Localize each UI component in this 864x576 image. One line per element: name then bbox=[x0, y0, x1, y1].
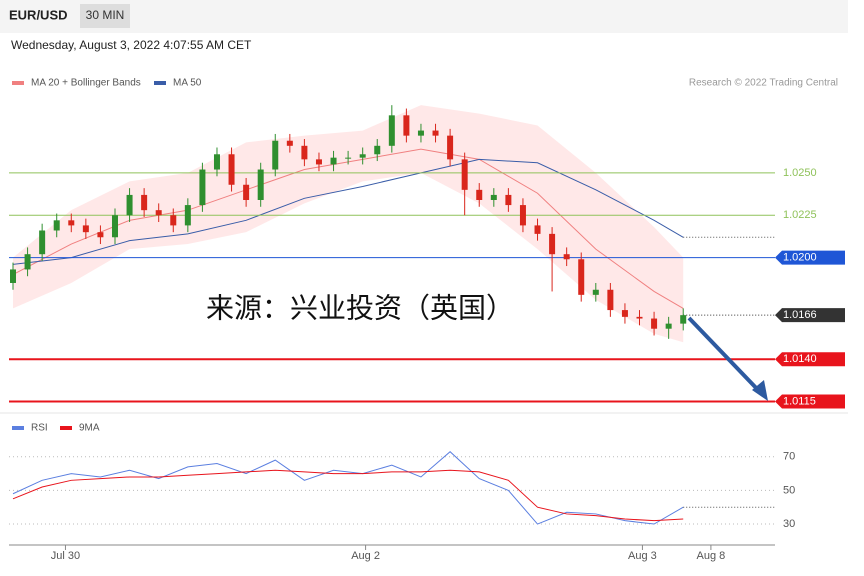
candle-body bbox=[403, 115, 410, 136]
legend-swatch bbox=[12, 426, 24, 430]
watermark: 来源：兴业投资（英国） bbox=[206, 292, 514, 323]
symbol: EUR/USD bbox=[9, 7, 68, 22]
level-box bbox=[775, 394, 845, 409]
candle-body bbox=[505, 194, 512, 206]
candle-body bbox=[53, 220, 60, 231]
candle-body bbox=[170, 215, 177, 226]
candle-body bbox=[301, 145, 308, 160]
legend-label: MA 20 + Bollinger Bands bbox=[31, 78, 141, 89]
candle-body bbox=[388, 115, 395, 146]
candle-body bbox=[359, 154, 366, 158]
candle-body bbox=[680, 315, 687, 324]
candle-body bbox=[417, 130, 424, 136]
x-tick-label: Jul 30 bbox=[51, 550, 80, 562]
candle-body bbox=[432, 130, 439, 136]
candle-body bbox=[39, 230, 46, 255]
candle-body bbox=[82, 225, 89, 233]
level-label: 1.0250 bbox=[783, 167, 817, 179]
candle-body bbox=[97, 232, 104, 238]
rsi-line bbox=[12, 469, 684, 522]
candle-body bbox=[126, 194, 133, 216]
legend-label: MA 50 bbox=[173, 78, 202, 89]
candle-body bbox=[243, 184, 250, 200]
level-label: 1.0140 bbox=[783, 353, 817, 365]
candle-body bbox=[519, 205, 526, 226]
candle-body bbox=[141, 194, 148, 211]
candle-body bbox=[534, 225, 541, 234]
candle-body bbox=[374, 145, 381, 155]
candle-body bbox=[461, 159, 468, 190]
candle-body bbox=[447, 135, 454, 160]
rsi-line bbox=[12, 451, 684, 525]
candle-body bbox=[257, 169, 264, 200]
x-tick-label: Aug 2 bbox=[351, 550, 380, 562]
candle-body bbox=[228, 154, 235, 185]
legend-swatch bbox=[12, 81, 24, 85]
date: Wednesday, August 3, 2022 4:07:55 AM CET bbox=[11, 38, 252, 52]
candle-body bbox=[592, 289, 599, 295]
candle-body bbox=[476, 189, 483, 200]
y-tick-label: 50 bbox=[783, 484, 795, 496]
candle-body bbox=[10, 269, 16, 283]
y-tick-label: 30 bbox=[783, 518, 795, 530]
level-label: 1.0225 bbox=[783, 209, 817, 221]
level-box bbox=[775, 352, 845, 367]
legend-label: 9MA bbox=[79, 423, 100, 434]
legend-swatch bbox=[154, 81, 166, 85]
legend-swatch bbox=[60, 426, 72, 430]
candle-body bbox=[272, 140, 279, 170]
candle-body bbox=[199, 169, 206, 206]
candle-body bbox=[563, 254, 570, 260]
level-box bbox=[775, 250, 845, 265]
candle-body bbox=[330, 157, 337, 165]
candle-body bbox=[636, 316, 643, 319]
level-label: 1.0115 bbox=[783, 395, 816, 407]
candle-body bbox=[578, 259, 585, 295]
candle-body bbox=[184, 205, 191, 226]
bollinger-band bbox=[13, 105, 684, 343]
candle-body bbox=[24, 254, 31, 270]
candle-body bbox=[155, 210, 162, 216]
candle-body bbox=[621, 310, 628, 317]
candle-body bbox=[490, 194, 497, 200]
candle-body bbox=[213, 154, 220, 170]
level-label: 1.0200 bbox=[783, 251, 817, 263]
level-box bbox=[775, 308, 845, 323]
arrow bbox=[687, 316, 762, 394]
candle-body bbox=[68, 220, 75, 226]
arrow-head bbox=[752, 380, 768, 401]
candle-body bbox=[286, 140, 293, 146]
interval-box bbox=[80, 4, 130, 28]
candle-body bbox=[315, 159, 322, 165]
ma50-line bbox=[12, 158, 684, 265]
candle-body bbox=[549, 233, 556, 255]
credit: Research © 2022 Trading Central bbox=[689, 78, 838, 89]
x-tick-label: Aug 8 bbox=[697, 550, 726, 562]
header-bar bbox=[0, 0, 848, 33]
interval: 30 MIN bbox=[86, 8, 125, 22]
x-tick-label: Aug 3 bbox=[628, 550, 657, 562]
y-tick-label: 70 bbox=[783, 451, 795, 463]
candle-body bbox=[651, 318, 658, 329]
candle-body bbox=[665, 323, 672, 329]
level-label: 1.0166 bbox=[783, 309, 817, 321]
legend-label: RSI bbox=[31, 423, 48, 434]
candle-body bbox=[607, 289, 614, 311]
candle-body bbox=[111, 215, 118, 238]
candle-body bbox=[345, 157, 352, 159]
